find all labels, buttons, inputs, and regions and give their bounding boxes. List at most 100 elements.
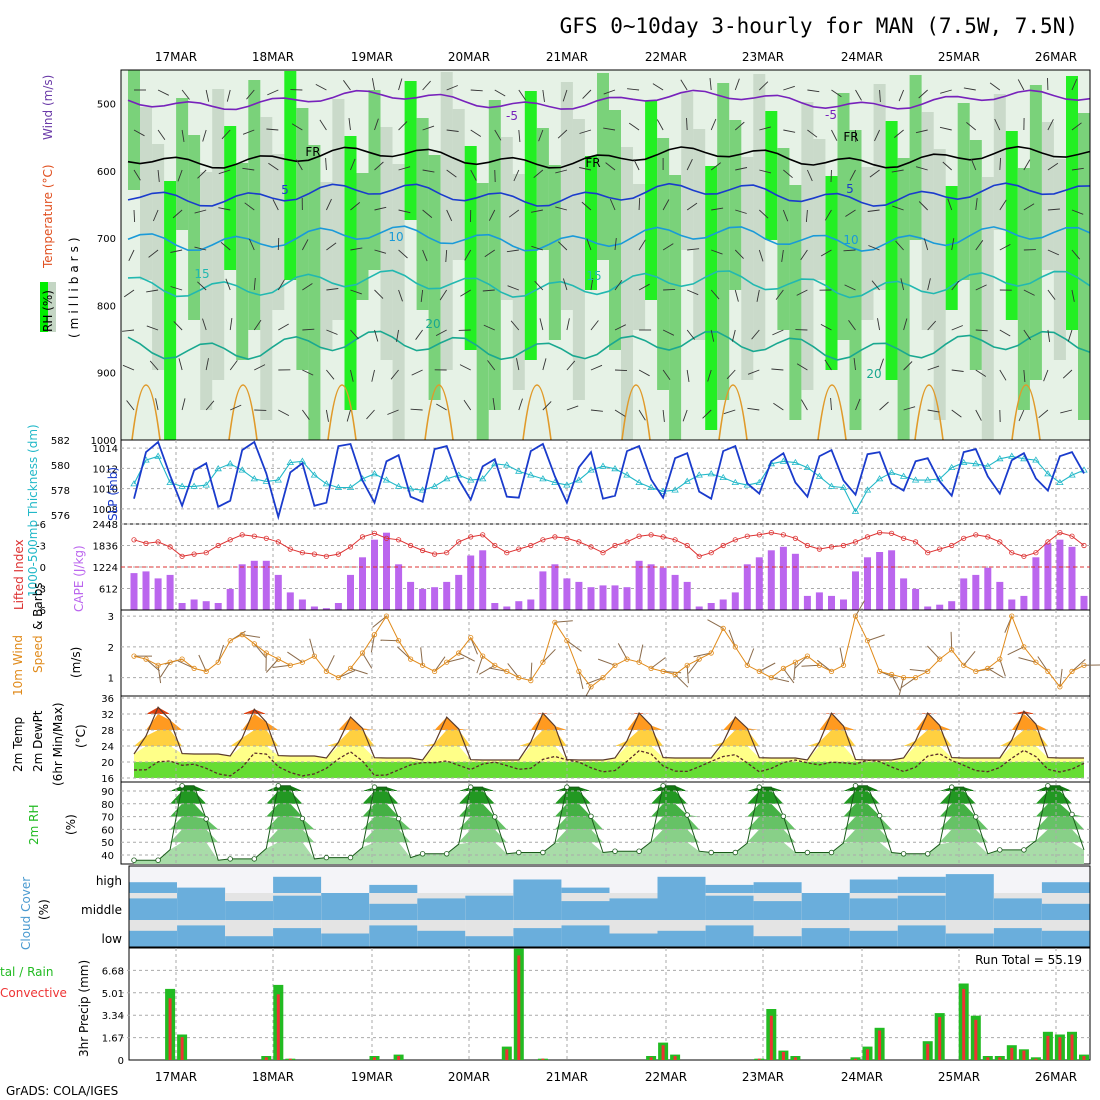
wind-barb [782, 209, 789, 222]
wind-barb [149, 360, 159, 371]
wind-barb [181, 129, 185, 142]
wind-barb [1043, 369, 1049, 382]
date-label: 18MAR [252, 50, 294, 64]
cloud-cell [657, 893, 706, 920]
dewpoint-line [133, 749, 1085, 777]
rh-band [969, 140, 982, 370]
wind-speed-point [864, 638, 871, 644]
wind-barb [702, 409, 712, 419]
date-label: 23MAR [742, 50, 784, 64]
lifted-index-point [516, 546, 522, 552]
lifted-index-point [588, 544, 594, 550]
wind-barb [510, 320, 520, 331]
wind-barb [362, 652, 373, 669]
rh-point [876, 812, 883, 819]
rh-band [488, 100, 501, 410]
lifted-index-point [720, 542, 726, 549]
wind-barb [771, 677, 790, 683]
wind-speed-point [444, 659, 450, 665]
lifted-index-point [973, 532, 979, 538]
thickness-point [695, 471, 703, 478]
wind-barb [326, 198, 332, 211]
cape-bar [743, 564, 751, 610]
isotherm-label: 20 [425, 317, 440, 331]
rh-band [921, 112, 934, 330]
wind-barb [707, 619, 724, 629]
cloud-cell [369, 903, 418, 920]
wind-speed-point [925, 668, 931, 675]
lifted-index-point [1021, 553, 1027, 559]
thickness-point [250, 475, 259, 482]
rh-band [416, 118, 429, 310]
wind-barb [350, 329, 359, 340]
rh-band [236, 163, 249, 360]
thickness-point [779, 457, 788, 464]
cape-bar [431, 587, 439, 610]
wind-barb [197, 281, 207, 291]
tick-label: 60 [101, 825, 114, 836]
wind-barb [843, 249, 856, 252]
wind-barb [975, 369, 987, 377]
lifted-index-point [888, 530, 895, 536]
wind-barb [807, 129, 818, 138]
slp-thickness-panel: 576 578 580 582 1008 1010 1012 1014 1000-500mb … [26, 424, 1091, 597]
wind-barb [900, 677, 916, 689]
wind-barb [923, 238, 929, 251]
wind-barb [1023, 289, 1035, 296]
wind-speed-point [468, 634, 474, 641]
wind-barb [1023, 369, 1026, 383]
wind-barb [534, 280, 544, 291]
rh-band [849, 130, 862, 430]
wind-barb [918, 201, 928, 211]
rh-band [645, 101, 658, 300]
cloud-cell [753, 901, 802, 920]
rh-point [444, 851, 450, 857]
rh-band [1078, 113, 1090, 420]
wind-barb [508, 209, 520, 218]
temperature-label: Temperature (°C) [41, 164, 55, 269]
lifted-index-point [456, 539, 462, 545]
wind-barb [372, 615, 387, 628]
tick-label: 20 [101, 758, 114, 769]
date-label: 17MAR [155, 50, 197, 64]
wind-barb [1023, 159, 1031, 171]
rh-point [780, 813, 787, 819]
rh-2m-label: 2m RH [27, 805, 41, 846]
wind-speed-point [504, 668, 510, 675]
cape-bar [1068, 546, 1076, 610]
wind-barb [1017, 79, 1025, 91]
wind-barb [518, 129, 521, 143]
rh-point [251, 856, 257, 862]
wind-speed-point [1057, 684, 1063, 690]
wind-barb [446, 209, 453, 222]
wind-speed-point [203, 668, 209, 675]
precip-convective-bar [1082, 1056, 1086, 1060]
wind-barb [590, 364, 603, 371]
rh-point [468, 784, 474, 790]
wind-barb [218, 169, 231, 175]
rh-point [636, 848, 642, 854]
wind-barb [566, 405, 579, 411]
wind-barb [566, 640, 582, 652]
rh-legend-swatch [48, 282, 56, 332]
wind-barb [1007, 646, 1025, 656]
precip-convective-bar [781, 1052, 785, 1060]
rh-point [347, 854, 354, 861]
wind-speed-point [215, 659, 221, 665]
thickness-point [984, 462, 992, 469]
tick-label: 3 [108, 612, 114, 623]
wind-barb [987, 667, 1004, 679]
slp-label: SLP (mb) [106, 467, 120, 521]
rh-point [131, 857, 137, 863]
rh-point [997, 847, 1003, 853]
rh-band [813, 139, 826, 280]
wind-barb [470, 129, 482, 137]
thickness-point [839, 483, 848, 490]
rh-point [612, 848, 618, 854]
wind-barb [915, 166, 928, 171]
wind-barb [578, 671, 584, 690]
cape-bar [864, 557, 871, 610]
wind-barb [1047, 249, 1060, 256]
wind-barb [122, 364, 135, 371]
rh-band [464, 146, 477, 350]
